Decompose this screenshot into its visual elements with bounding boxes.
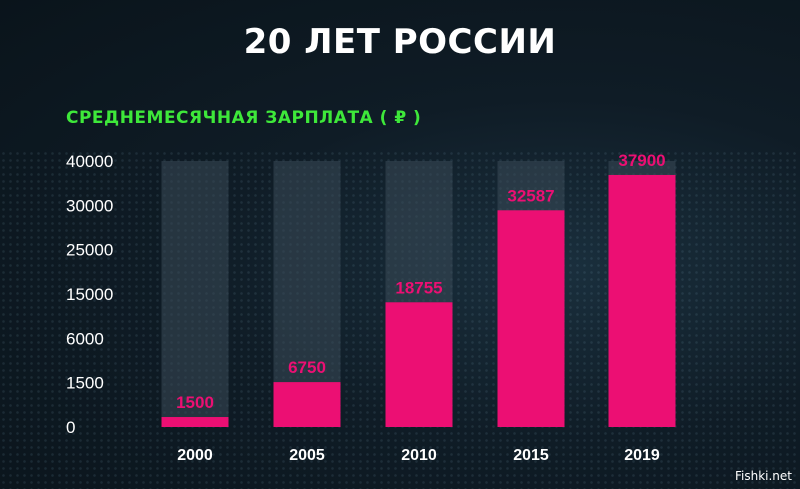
bar [385,302,453,427]
bar-value-label: 1500 [176,393,214,412]
y-tick-label: 40000 [66,152,113,171]
bar-track [161,161,229,427]
chart-title: 20 ЛЕТ РОССИИ [243,22,557,62]
y-tick-label: 15000 [66,285,113,304]
bar-value-label: 18755 [395,278,442,297]
bar-value-label: 32587 [507,186,554,205]
y-tick-label: 1500 [66,374,104,393]
bar [273,382,341,427]
y-tick-label: 6000 [66,329,104,348]
x-tick-label: 2019 [624,447,660,464]
y-tick-label: 25000 [66,241,113,260]
x-tick-label: 2000 [177,447,213,464]
x-tick-label: 2015 [513,447,549,464]
x-tick-label: 2010 [401,447,437,464]
x-tick-label: 2005 [289,447,325,464]
bar-value-label: 37900 [618,151,665,170]
bar-value-label: 6750 [288,358,326,377]
bar [161,417,229,427]
bar [497,210,565,427]
y-tick-label: 0 [66,418,75,437]
y-tick-label: 30000 [66,196,113,215]
watermark: Fishki.net [734,469,792,483]
bar [608,174,676,427]
chart-subtitle: СРЕДНЕМЕСЯЧНАЯ ЗАРПЛАТА ( ₽ ) [66,108,422,128]
